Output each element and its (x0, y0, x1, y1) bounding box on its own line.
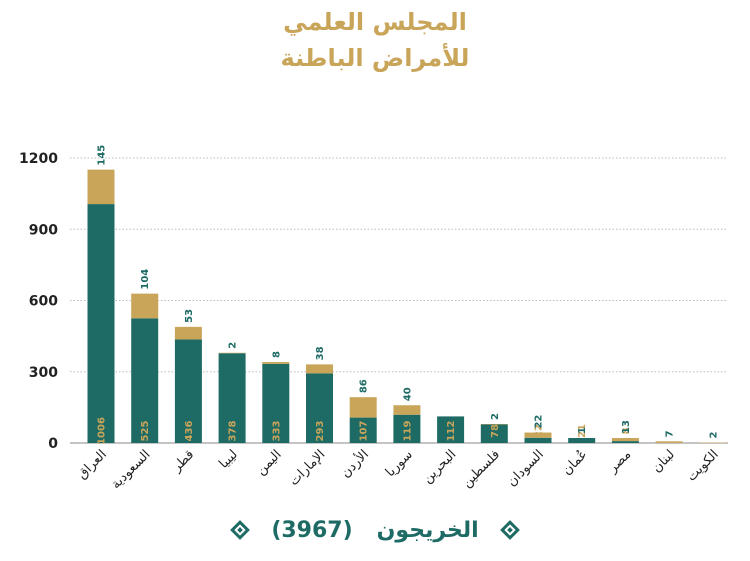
bar-segment-base (612, 441, 639, 443)
x-tick-label: مصر (605, 447, 634, 476)
bar-top-label: 86 (359, 379, 370, 393)
bar-segment-top (131, 294, 158, 319)
bar-top-label: 8 (271, 351, 282, 358)
bar-segment-top (612, 438, 639, 441)
bar-top-label: 145 (97, 145, 108, 166)
bar-inner-label: 112 (446, 421, 457, 442)
chart-title-line-1: المجلس العلمي (283, 8, 467, 36)
bar-segment-top (88, 170, 115, 204)
x-tick-label: عُمان (559, 447, 590, 478)
y-tick-label: 900 (29, 222, 58, 238)
bar-segment-top (393, 405, 420, 415)
legend-label: الخريجون (377, 518, 479, 543)
bar-top-label: 53 (184, 309, 195, 323)
bar-segment-base (88, 204, 115, 443)
bar-inner-label: 436 (184, 421, 195, 442)
bar-segment-top (656, 441, 683, 443)
bar-inner-label: 378 (228, 421, 239, 442)
chart-title-line-2: للأمراض الباطنة (281, 43, 470, 72)
x-tick-label: السودان (505, 447, 547, 489)
y-tick-label: 600 (29, 294, 58, 310)
x-tick-label: السعودية (109, 447, 154, 492)
x-tick-label: سوريا (383, 447, 416, 480)
bar-top-label: 38 (315, 346, 326, 360)
bar-inner-label: 119 (402, 421, 413, 442)
x-tick-label: البحرين (420, 447, 459, 486)
bar-top-label: 13 (621, 420, 632, 434)
y-tick-label: 0 (48, 436, 58, 452)
bar-inner-label: 1006 (97, 417, 108, 445)
x-tick-label: قطر (169, 447, 197, 475)
x-tick-label: العراق (75, 447, 110, 482)
x-tick-label: اليمن (254, 447, 285, 478)
bar-inner-label: 293 (315, 421, 326, 442)
bar-inner-label: 525 (140, 421, 151, 442)
diamond-bullet-icon (230, 520, 250, 540)
x-tick-label: ليبيا (216, 447, 241, 472)
bar-top-label: 22 (534, 415, 545, 429)
x-tick-label: لبنان (649, 447, 678, 476)
x-tick-label: الكويت (684, 447, 721, 484)
bar-top-label: 104 (140, 269, 151, 290)
bar-top-label: 7 (665, 430, 676, 437)
bar-top-label: 2 (708, 432, 719, 439)
bar-inner-label: 107 (359, 421, 370, 442)
bar-segment-top (175, 327, 202, 340)
legend-total: (3967) (271, 518, 352, 543)
bar-segment-top (350, 397, 377, 417)
bar-top-label: 1 (577, 427, 588, 434)
bar-segment-top (262, 362, 289, 364)
bar-top-label: 40 (402, 387, 413, 401)
bar-top-label: 2 (490, 413, 501, 420)
x-tick-label: الأردن (337, 446, 372, 481)
grid-lines (70, 158, 728, 372)
legend: (3967) الخريجون (0, 510, 750, 550)
bar-segment-top (306, 364, 333, 373)
diamond-bullet-icon (500, 520, 520, 540)
x-tick-label: الإمارات (287, 447, 329, 489)
y-tick-label: 300 (29, 365, 58, 381)
x-tick-label: فلسطين (460, 447, 504, 491)
bar-inner-label: 333 (271, 421, 282, 442)
bar-inner-label: 78 (490, 424, 501, 438)
bar-top-label: 2 (228, 342, 239, 349)
y-tick-label: 1200 (19, 151, 58, 167)
